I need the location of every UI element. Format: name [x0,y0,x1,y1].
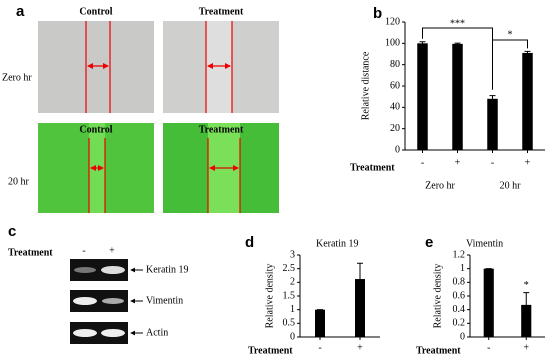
bar [521,304,532,337]
panel-letter: e [425,234,433,251]
column-label: Control [79,6,112,17]
bar [315,309,325,337]
y-tick-label: 2.5 [283,263,296,274]
y-tick-label: 1.2 [453,249,466,260]
bar [483,268,494,337]
error-bar [357,262,363,296]
x-axis-label: Treatment [248,345,293,356]
chart-title: Keratin 19 [316,238,359,249]
panel-letter: d [245,234,254,251]
y-tick-label: 0.5 [283,318,296,329]
panel-a: a Control Treatment Zero hr 20 hr Contro… [2,3,279,213]
y-tick-label: 0.8 [453,277,466,288]
column-label: Control [79,124,112,135]
error-bar [489,95,496,103]
row-label: 20 hr [8,176,30,187]
y-tick-label: 0.6 [453,290,466,301]
wound-edges [85,21,241,213]
x-tick-label: + [523,342,529,353]
band-arrows [130,267,143,336]
group-label: Zero hr [425,180,455,191]
band-label: Actin [146,327,168,338]
bar [417,43,428,151]
y-tick-label: 40 [390,102,400,113]
panel-letter: a [16,3,25,20]
bar [452,43,463,150]
y-tick-label: 3 [290,249,295,260]
band-label: Vimentin [146,295,183,306]
panel-letter: b [373,5,382,22]
y-tick-label: 20 [390,123,400,134]
gel-band [74,267,96,273]
x-tick-label: - [318,342,321,353]
gel [70,259,128,281]
x-tick-label: + [357,342,363,353]
panel-letter: c [8,223,16,240]
x-tick-label: - [487,342,490,353]
y-axis-label: Relative density [264,264,275,329]
y-tick-label: 0.2 [453,318,466,329]
row-label: Treatment [8,247,53,258]
x-axis-label: Treatment [416,345,461,356]
gel-band [101,329,125,337]
lane-label: + [109,245,115,256]
y-tick-label: 1.5 [283,290,296,301]
x-tick-label: + [455,157,461,168]
significance-label: * [508,29,513,40]
y-tick-label: 0 [460,331,465,342]
error-bar [454,42,461,46]
gel-band [101,266,125,274]
y-tick-label: 120 [385,16,400,27]
y-tick-label: 0 [290,331,295,342]
group-label: 20 hr [500,180,522,191]
significance-label: *** [450,18,465,29]
bar [355,279,365,337]
scratch [206,21,232,113]
y-axis-label: Relative distance [360,51,371,120]
micrograph [38,21,154,113]
column-label: Treatment [199,124,244,135]
significance-bracket [492,39,528,90]
x-tick-label: - [421,157,424,168]
gel [70,322,128,344]
y-tick-label: 100 [385,38,400,49]
gel-band [73,329,97,337]
y-axis-label: Relative density [432,264,443,329]
gel-band [102,298,124,304]
gel [70,290,128,312]
column-label: Treatment [199,6,244,17]
y-tick-label: 0 [395,144,400,155]
error-bar [523,292,530,318]
y-tick-label: 80 [390,59,400,70]
panel-c: c Treatment - + Keratin 19 Vimentin Acti… [8,223,189,344]
y-tick-label: 0.4 [453,304,466,315]
x-tick-label: - [491,157,494,168]
bar [487,98,498,150]
x-tick-label: + [525,157,531,168]
gel-band [73,297,97,305]
significance-label: * [524,280,529,291]
band-label: Keratin 19 [146,264,189,275]
chart-title: Vimentin [466,238,503,249]
x-axis-label: Treatment [350,162,395,173]
y-tick-label: 60 [390,80,400,91]
bar [522,52,533,150]
y-tick-label: 1 [290,304,295,315]
y-tick-label: 1 [460,263,465,274]
y-tick-label: 2 [290,277,295,288]
error-bar [524,50,531,56]
error-bar [419,41,426,46]
row-label: Zero hr [2,72,32,83]
lane-label: - [82,245,85,256]
